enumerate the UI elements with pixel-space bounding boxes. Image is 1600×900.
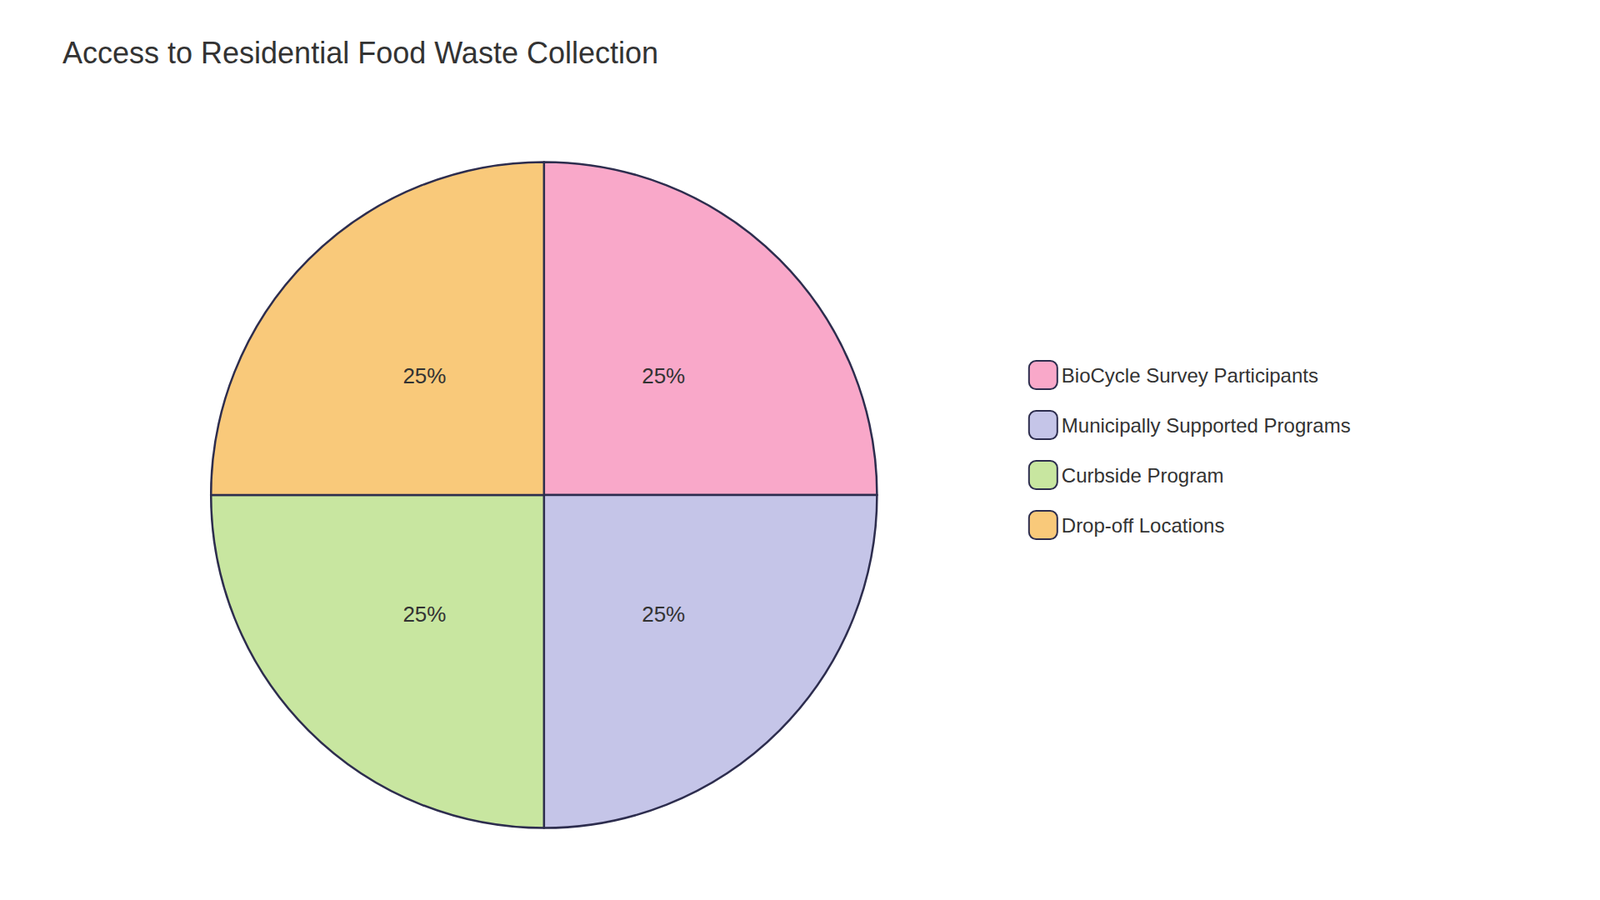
svg-text:25%: 25% [641, 363, 685, 389]
svg-text:Access to Residential Food Was: Access to Residential Food Waste Collect… [62, 35, 659, 70]
svg-text:25%: 25% [402, 363, 446, 389]
svg-text:Municipally Supported Programs: Municipally Supported Programs [1061, 414, 1351, 437]
svg-text:25%: 25% [402, 601, 446, 627]
svg-text:Curbside Program: Curbside Program [1061, 464, 1225, 487]
svg-text:Drop-off Locations: Drop-off Locations [1061, 514, 1225, 537]
svg-text:BioCycle Survey Participants: BioCycle Survey Participants [1061, 364, 1319, 387]
svg-text:25%: 25% [641, 601, 685, 627]
